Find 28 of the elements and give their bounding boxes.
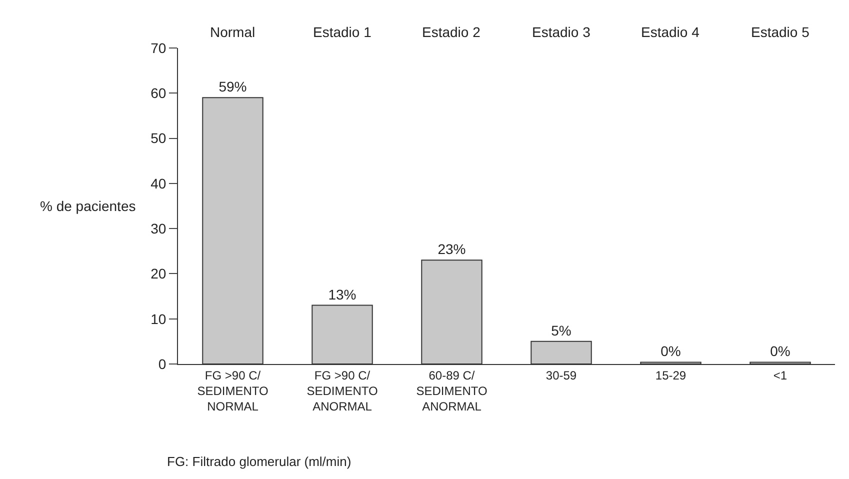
x-tick-label: 60-89 C/ SEDIMENTO ANORMAL	[416, 368, 488, 414]
text: Estadio 5	[751, 24, 810, 40]
y-tick-label: 20	[150, 266, 166, 282]
text: Estadio 3	[532, 24, 591, 40]
x-tick-label: <1	[773, 368, 788, 382]
y-axis-title: % de pacientes	[40, 198, 136, 214]
data-label: 59%	[218, 78, 247, 95]
y-tick-label: 10	[150, 310, 166, 327]
text: Estadio 2	[422, 24, 481, 40]
text: FG: Filtrado glomerular (ml/min)	[167, 454, 352, 469]
y-tick-label: 70	[150, 40, 166, 56]
data-label: 0%	[660, 343, 681, 360]
y-tick-label: 50	[150, 130, 166, 146]
text: Normal	[210, 24, 256, 40]
data-label: 13%	[328, 286, 356, 302]
data-label: 23%	[438, 241, 466, 258]
data-label: 5%	[551, 322, 572, 338]
y-tick-label: 40	[150, 175, 166, 192]
y-tick-label: 60	[150, 85, 166, 102]
data-label: 0%	[770, 343, 790, 360]
x-tick-label: FG >90 C/ SEDIMENTO NORMAL	[197, 368, 268, 414]
x-tick-label: FG >90 C/ SEDIMENTO ANORMAL	[306, 368, 378, 414]
text: Estadio 4	[641, 24, 700, 40]
y-tick-label: 30	[150, 220, 166, 236]
text: Estadio 1	[313, 24, 372, 40]
x-tick-label: 30-59	[546, 368, 577, 382]
x-tick-label: 15-29	[655, 368, 686, 382]
y-tick-label: 0	[158, 356, 166, 372]
